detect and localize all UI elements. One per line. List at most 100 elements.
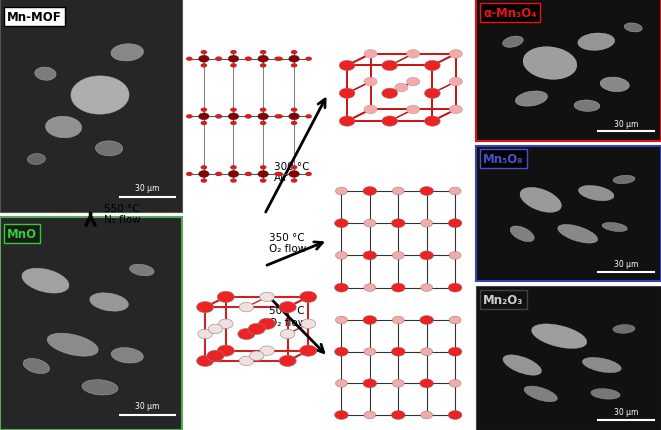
Circle shape — [424, 117, 440, 127]
Circle shape — [449, 380, 461, 387]
Circle shape — [364, 284, 375, 292]
Ellipse shape — [600, 78, 629, 92]
Circle shape — [424, 61, 440, 71]
Ellipse shape — [516, 92, 547, 107]
Text: 550 °C
N₂ flow: 550 °C N₂ flow — [104, 203, 141, 225]
Circle shape — [334, 411, 348, 420]
Bar — [327, 0, 469, 174]
Ellipse shape — [111, 45, 143, 62]
Ellipse shape — [602, 223, 627, 232]
Ellipse shape — [613, 325, 635, 334]
Circle shape — [249, 351, 264, 361]
Text: Mn-MOF: Mn-MOF — [7, 11, 62, 24]
Circle shape — [299, 292, 317, 303]
Text: 30 μm: 30 μm — [613, 120, 638, 129]
Circle shape — [245, 58, 252, 62]
Circle shape — [364, 106, 377, 114]
Circle shape — [230, 64, 237, 68]
Circle shape — [420, 284, 433, 292]
Ellipse shape — [531, 324, 587, 349]
Circle shape — [230, 179, 237, 183]
Circle shape — [391, 219, 405, 228]
Circle shape — [260, 64, 266, 68]
Ellipse shape — [574, 101, 600, 112]
Circle shape — [215, 58, 221, 62]
Circle shape — [420, 316, 434, 325]
Circle shape — [279, 356, 296, 367]
Circle shape — [260, 51, 266, 55]
Circle shape — [382, 61, 398, 71]
Circle shape — [260, 166, 266, 170]
Circle shape — [207, 350, 224, 362]
Circle shape — [258, 114, 268, 120]
Circle shape — [279, 302, 296, 313]
Circle shape — [196, 302, 214, 313]
Ellipse shape — [510, 227, 534, 242]
Circle shape — [186, 58, 192, 62]
Ellipse shape — [502, 37, 524, 48]
Ellipse shape — [111, 348, 143, 363]
Circle shape — [260, 179, 266, 183]
Circle shape — [198, 114, 209, 120]
Circle shape — [364, 411, 375, 419]
Circle shape — [208, 324, 223, 334]
Circle shape — [186, 172, 192, 177]
Circle shape — [215, 115, 222, 119]
Bar — [188, 217, 317, 430]
Circle shape — [392, 187, 404, 195]
Bar — [476, 0, 661, 142]
Bar — [327, 305, 469, 430]
Ellipse shape — [47, 333, 98, 356]
Ellipse shape — [520, 188, 561, 213]
Circle shape — [200, 64, 207, 68]
Circle shape — [335, 380, 348, 387]
Bar — [0, 217, 182, 430]
Circle shape — [274, 172, 281, 177]
Circle shape — [334, 219, 348, 228]
Circle shape — [215, 58, 222, 62]
Circle shape — [239, 356, 254, 366]
Text: 30 μm: 30 μm — [135, 184, 159, 193]
Ellipse shape — [591, 389, 620, 399]
Circle shape — [449, 316, 461, 324]
Circle shape — [363, 379, 377, 388]
Circle shape — [391, 411, 405, 420]
Circle shape — [219, 319, 233, 329]
Circle shape — [228, 114, 239, 120]
Circle shape — [230, 122, 237, 126]
Bar — [327, 176, 469, 303]
Circle shape — [215, 172, 222, 177]
Circle shape — [248, 323, 265, 335]
Ellipse shape — [624, 24, 642, 33]
Circle shape — [391, 283, 405, 292]
Circle shape — [363, 316, 377, 325]
Circle shape — [276, 58, 283, 62]
Circle shape — [260, 346, 274, 356]
Circle shape — [186, 115, 192, 119]
Circle shape — [276, 115, 283, 119]
Circle shape — [420, 379, 434, 388]
Circle shape — [420, 187, 434, 196]
Circle shape — [217, 292, 235, 303]
Ellipse shape — [578, 34, 615, 51]
Circle shape — [335, 316, 348, 324]
Circle shape — [198, 56, 209, 63]
Circle shape — [245, 115, 251, 119]
Text: Mn₂O₃: Mn₂O₃ — [483, 293, 524, 306]
Circle shape — [230, 51, 237, 55]
Circle shape — [448, 411, 462, 420]
Text: 500 °C
O₂ flow: 500 °C O₂ flow — [269, 305, 306, 327]
Ellipse shape — [95, 141, 123, 157]
Ellipse shape — [523, 48, 577, 80]
Circle shape — [258, 56, 268, 63]
Circle shape — [291, 122, 297, 126]
Circle shape — [448, 219, 462, 228]
Circle shape — [280, 329, 295, 339]
Circle shape — [245, 58, 251, 62]
Circle shape — [448, 283, 462, 292]
Ellipse shape — [578, 186, 614, 201]
Circle shape — [301, 319, 315, 329]
Circle shape — [245, 115, 252, 119]
Circle shape — [258, 171, 268, 178]
Ellipse shape — [130, 264, 154, 276]
